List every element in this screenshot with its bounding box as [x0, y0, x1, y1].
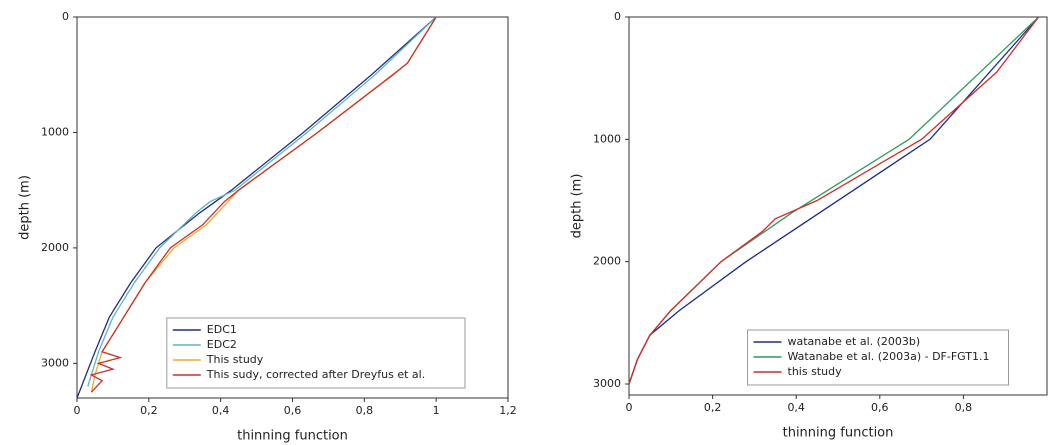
legend-box — [166, 317, 466, 389]
y-tick-label: 3000 — [593, 377, 621, 390]
data-line — [628, 16, 1040, 385]
x-tick-label: 0,8 — [955, 401, 973, 414]
data-line — [628, 16, 1040, 385]
plot-area — [628, 16, 1048, 396]
x-tick-label: 0 — [74, 404, 81, 417]
y-tick-label: 0 — [62, 10, 69, 23]
legend-box — [747, 329, 1009, 386]
legend-label: This study — [206, 353, 264, 366]
legend-label: This sudy, corrected after Dreyfus et al… — [206, 368, 425, 381]
data-line — [87, 16, 437, 387]
data-line — [89, 16, 437, 393]
x-tick-label: 1 — [433, 404, 440, 417]
x-tick-label: 0,8 — [356, 404, 374, 417]
legend-label: watanabe et al. (2003b) — [788, 335, 921, 348]
data-line — [76, 16, 437, 399]
y-tick-label: 2000 — [593, 255, 621, 268]
legend-label: Watanabe et al. (2003a) - DF-FGT1.1 — [788, 350, 990, 363]
x-tick-label: 0,6 — [871, 401, 889, 414]
x-tick-label: 1,2 — [499, 404, 517, 417]
x-axis-label: thinning function — [783, 426, 894, 441]
legend-label: EDC1 — [207, 323, 237, 336]
y-tick-label: 1000 — [593, 132, 621, 145]
x-tick-label: 0,4 — [787, 401, 805, 414]
y-tick-label: 2000 — [41, 241, 69, 254]
x-tick-label: 0,6 — [284, 404, 302, 417]
legend-label: this study — [788, 365, 843, 378]
x-tick-label: 0,2 — [704, 401, 722, 414]
x-tick-label: 0 — [626, 401, 633, 414]
x-tick-label: 0,4 — [212, 404, 230, 417]
data-line — [628, 16, 1040, 385]
y-tick-label: 0 — [614, 10, 621, 23]
legend-label: EDC2 — [207, 338, 237, 351]
x-tick-label: 0,2 — [140, 404, 158, 417]
y-axis-label: depth (m) — [570, 174, 585, 239]
y-axis-label: depth (m) — [18, 175, 33, 240]
x-axis-label: thinning function — [237, 429, 348, 444]
y-tick-label: 3000 — [41, 356, 69, 369]
y-tick-label: 1000 — [41, 125, 69, 138]
